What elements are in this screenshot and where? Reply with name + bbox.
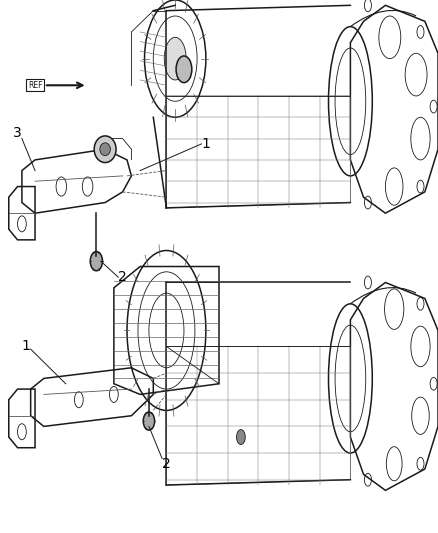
Text: 3: 3 <box>13 126 22 140</box>
Ellipse shape <box>176 56 192 83</box>
Ellipse shape <box>143 412 155 430</box>
Text: 2: 2 <box>118 270 127 284</box>
Ellipse shape <box>100 143 110 156</box>
Ellipse shape <box>94 136 116 163</box>
Ellipse shape <box>164 37 186 80</box>
Text: 2: 2 <box>162 457 171 471</box>
Ellipse shape <box>237 430 245 445</box>
Text: 1: 1 <box>22 340 31 353</box>
Ellipse shape <box>90 252 102 271</box>
Text: 1: 1 <box>201 137 210 151</box>
Text: REF: REF <box>28 81 42 90</box>
